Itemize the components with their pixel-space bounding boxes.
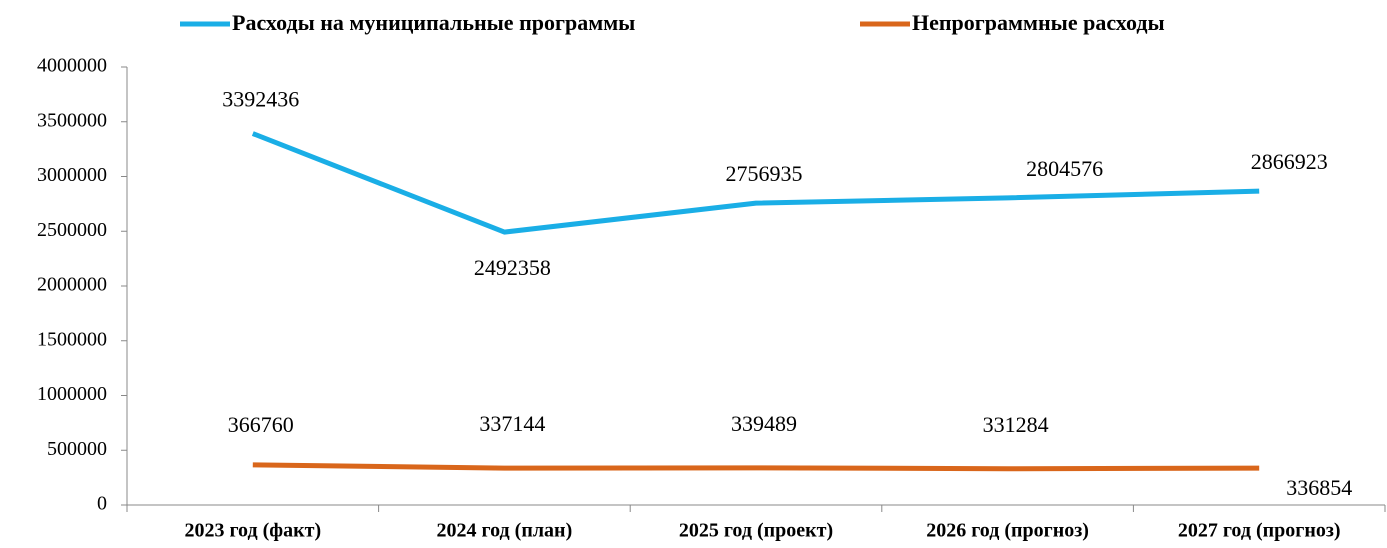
y-tick-label: 4000000: [37, 55, 107, 77]
x-tick-label: 2024 год (план): [437, 520, 573, 542]
x-tick-label: 2027 год (прогноз): [1178, 520, 1341, 542]
data-label: 339489: [731, 411, 797, 436]
y-tick-label: 2500000: [37, 219, 107, 241]
data-label: 2756935: [726, 161, 803, 186]
y-tick-label: 2000000: [37, 274, 107, 296]
data-label: 336854: [1286, 475, 1352, 500]
x-tick-label: 2026 год (прогноз): [926, 520, 1089, 542]
y-tick-label: 0: [97, 493, 107, 515]
data-label: 331284: [983, 412, 1049, 437]
y-tick-label: 1500000: [37, 328, 107, 350]
data-label: 3392436: [222, 87, 299, 112]
x-tick-label: 2023 год (факт): [184, 520, 321, 542]
series-line: [251, 131, 1260, 235]
y-tick-label: 3500000: [37, 109, 107, 131]
series-line: [252, 462, 1260, 472]
x-tick-label: 2025 год (проект): [679, 520, 833, 542]
data-label: 366760: [228, 412, 294, 437]
y-tick-label: 500000: [47, 438, 107, 460]
legend-label: Непрограммные расходы: [912, 10, 1165, 35]
y-tick-label: 3000000: [37, 164, 107, 186]
data-label: 2492358: [474, 255, 551, 280]
data-label: 2866923: [1251, 149, 1328, 174]
y-tick-label: 1000000: [37, 383, 107, 405]
data-label: 2804576: [1026, 156, 1103, 181]
legend-label: Расходы на муниципальные программы: [232, 10, 635, 35]
data-label: 337144: [479, 411, 545, 436]
